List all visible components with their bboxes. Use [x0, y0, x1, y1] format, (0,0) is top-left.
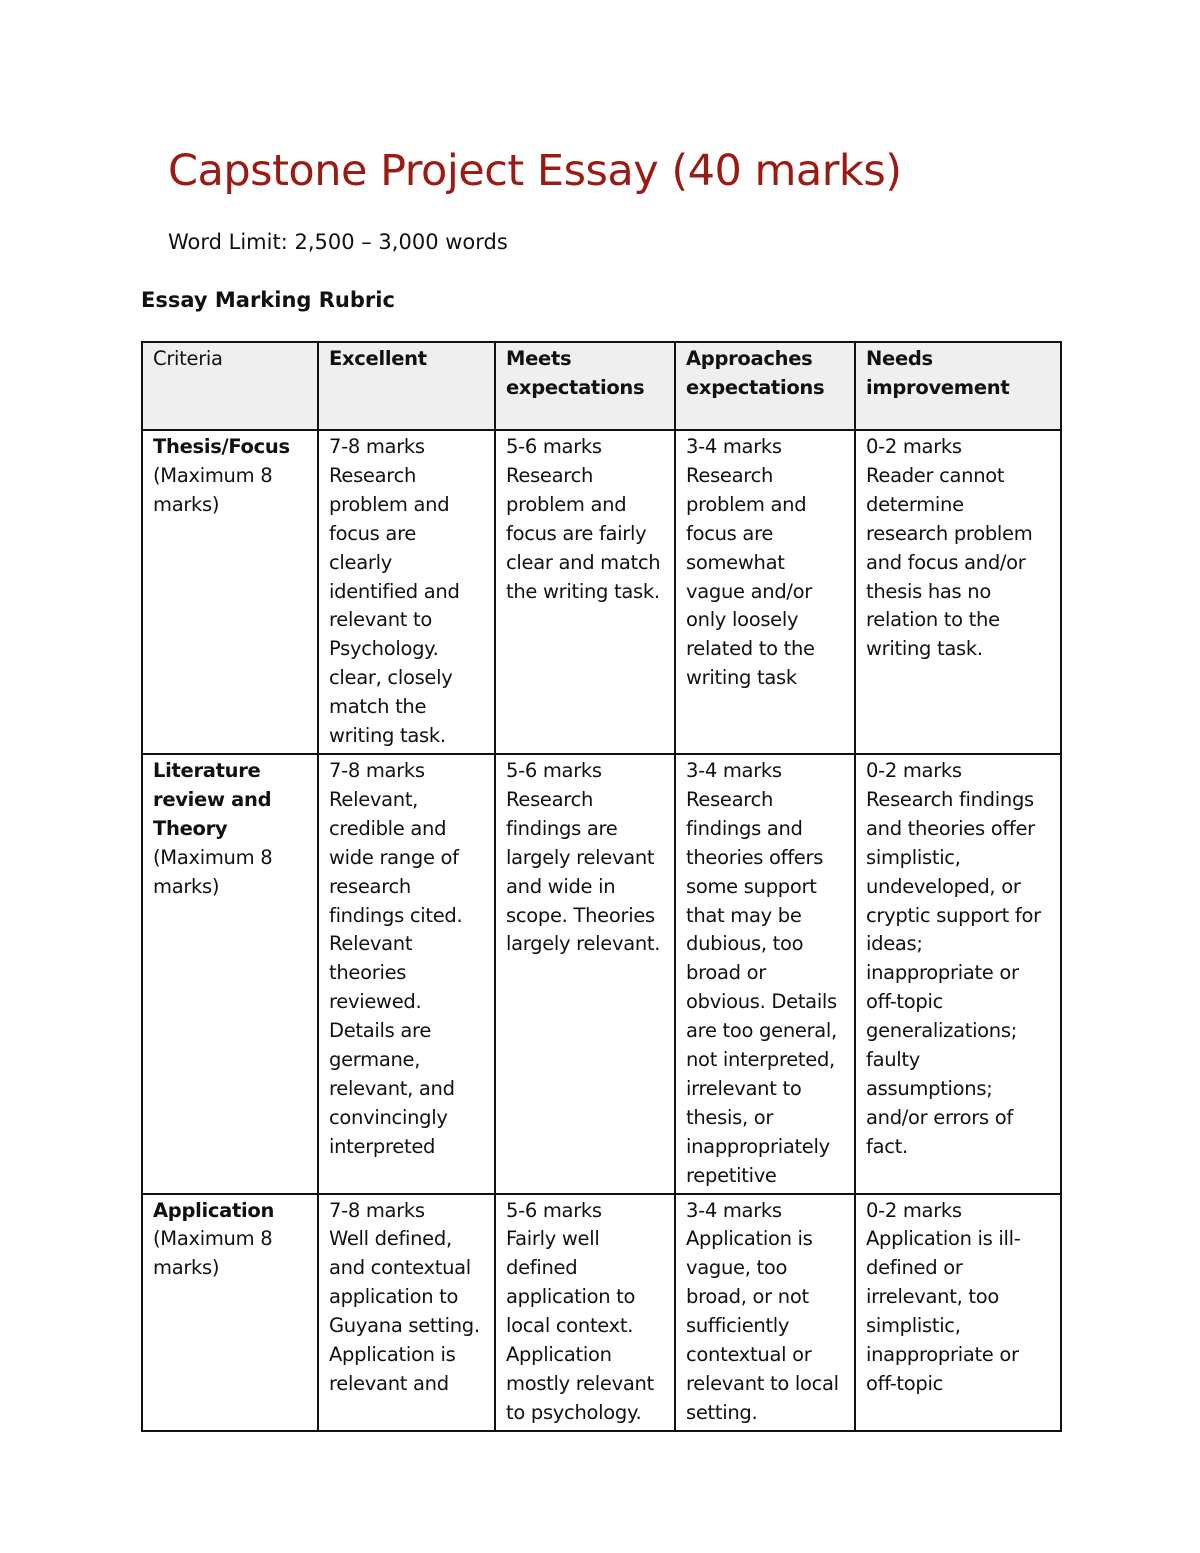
rubric-heading: Essay Marking Rubric — [141, 288, 395, 312]
header-approaches: Approaches expectations — [674, 341, 856, 431]
table-row: Thesis/Focus (Maximum 8 marks) 7-8 marks… — [141, 429, 1062, 755]
cell-excellent: 7-8 marks Relevant, credible and wide ra… — [317, 752, 496, 1195]
cell-meets: 5-6 marks Research problem and focus are… — [494, 429, 676, 755]
table-row: Literature review and Theory (Maximum 8 … — [141, 752, 1062, 1195]
criterion-cell: Application (Maximum 8 marks) — [141, 1192, 319, 1432]
criterion-note: (Maximum 8 marks) — [153, 463, 273, 516]
table-row: Application (Maximum 8 marks) 7-8 marks … — [141, 1192, 1062, 1432]
cell-needs-improvement: 0-2 marks Research findings and theories… — [854, 752, 1062, 1195]
header-needs-improvement: Needs improvement — [854, 341, 1062, 431]
criterion-note: (Maximum 8 marks) — [153, 1227, 273, 1280]
cell-approaches: 3-4 marks Research problem and focus are… — [674, 429, 856, 755]
header-criteria: Criteria — [141, 341, 319, 431]
word-limit: Word Limit: 2,500 – 3,000 words — [168, 230, 508, 254]
criterion-cell: Literature review and Theory (Maximum 8 … — [141, 752, 319, 1195]
criterion-cell: Thesis/Focus (Maximum 8 marks) — [141, 429, 319, 755]
criterion-name: Application — [153, 1198, 275, 1222]
document-title: Capstone Project Essay (40 marks) — [168, 146, 902, 196]
criterion-note: (Maximum 8 marks) — [153, 845, 273, 898]
cell-approaches: 3-4 marks Research findings and theories… — [674, 752, 856, 1195]
criterion-name: Thesis/Focus — [153, 435, 290, 458]
criterion-name: Literature review and Theory — [153, 758, 272, 840]
cell-excellent: 7-8 marks Research problem and focus are… — [317, 429, 496, 755]
cell-meets: 5-6 marks Fairly well defined applicatio… — [494, 1192, 676, 1432]
cell-meets: 5-6 marks Research findings are largely … — [494, 752, 676, 1195]
cell-needs-improvement: 0-2 marks Reader cannot determine resear… — [854, 429, 1062, 755]
cell-needs-improvement: 0-2 marks Application is ill- defined or… — [854, 1192, 1062, 1432]
cell-approaches: 3-4 marks Application is vague, too broa… — [674, 1192, 856, 1432]
table-header-row: Criteria Excellent Meets expectations Ap… — [141, 341, 1062, 431]
header-meets: Meets expectations — [494, 341, 676, 431]
header-excellent: Excellent — [317, 341, 496, 431]
rubric-table: Criteria Excellent Meets expectations Ap… — [141, 341, 1062, 1432]
cell-excellent: 7-8 marks Well defined, and contextual a… — [317, 1192, 496, 1432]
